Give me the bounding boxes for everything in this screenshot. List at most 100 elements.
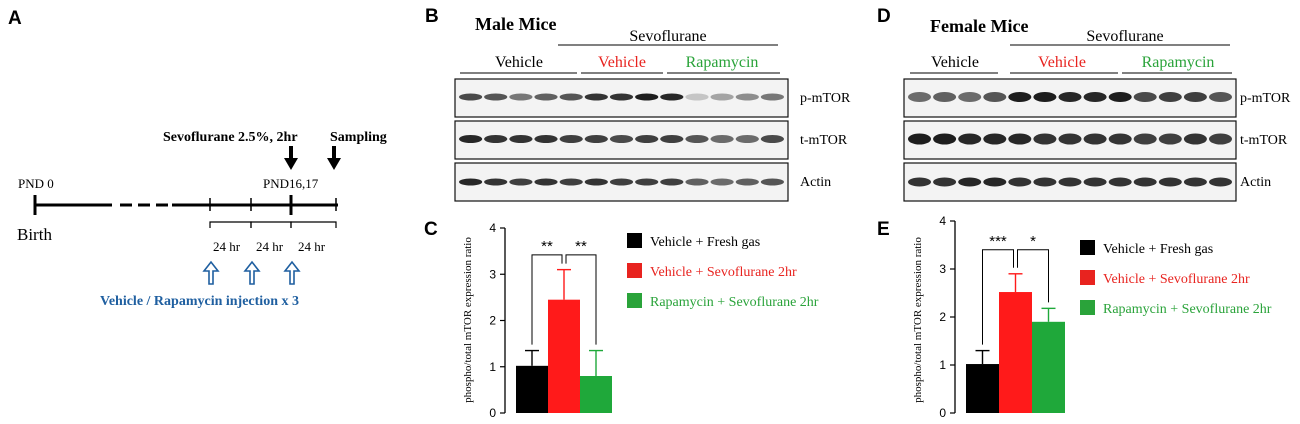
panel-letter-b: B: [425, 6, 439, 27]
blot-band: [735, 135, 759, 143]
blot-band: [958, 133, 982, 145]
chart-e-ylabel: phospho/total mTOR expression ratio: [912, 237, 924, 403]
blot-band: [660, 93, 684, 101]
legend-label-rapamycin-sevoflurane: Rapamycin + Sevoflurane 2hr: [650, 295, 819, 310]
blot-band: [1209, 133, 1232, 145]
timeline-line: [33, 195, 338, 215]
blot-band: [1183, 177, 1207, 187]
blot-band: [760, 178, 785, 186]
blot-band: [1008, 92, 1032, 102]
y-tick-label: 4: [489, 221, 496, 235]
blot-band: [1058, 92, 1082, 102]
legend-label-vehicle-sevoflurane: Vehicle + Sevoflurane 2hr: [1103, 272, 1250, 287]
chart-c-ylabel: phospho/total mTOR expression ratio: [462, 237, 474, 403]
blot-male-row-p-mtor: p-mTOR: [800, 91, 851, 106]
bar: [999, 292, 1032, 413]
panel-letter-d: D: [877, 6, 891, 27]
blot-band: [1083, 133, 1107, 145]
blot-band: [1133, 92, 1157, 102]
blot-band: [1209, 92, 1232, 102]
legend-swatch-vehicle-fresh-gas: [1080, 240, 1095, 255]
blot-band: [1158, 92, 1182, 102]
legend-swatch-rapamycin-sevoflurane: [627, 293, 642, 308]
panel-a-timeline: A Sevoflurane 2.5%, 2hr Sampling PND 0 P…: [8, 8, 387, 309]
blot-band: [1183, 133, 1207, 145]
blot-band: [1033, 133, 1057, 145]
blot-band: [1033, 92, 1057, 102]
blot-band: [1183, 92, 1207, 102]
blot-bands-male: [459, 93, 785, 186]
blot-male-group-sevo-vehicle: Vehicle: [598, 54, 646, 71]
blot-band: [509, 93, 533, 101]
blot-band: [660, 135, 684, 143]
treatment-arrow: [284, 146, 298, 170]
legend-label-vehicle-fresh-gas: Vehicle + Fresh gas: [650, 235, 760, 250]
bar: [966, 364, 999, 413]
blot-band: [635, 135, 659, 143]
interval-label-1: 24 hr: [213, 239, 241, 254]
blot-band: [509, 135, 533, 143]
injection-arrow-3: [283, 260, 301, 285]
significance-bracket: [531, 254, 563, 345]
blot-band: [484, 178, 508, 186]
blot-female-group-sevo-vehicle: Vehicle: [1038, 54, 1086, 71]
blot-band: [710, 135, 734, 143]
blot-band: [710, 178, 734, 186]
y-tick-label: 2: [939, 310, 946, 324]
blot-band: [983, 177, 1007, 187]
blot-band: [459, 135, 483, 143]
blot-male-row-t-mtor: t-mTOR: [800, 133, 848, 148]
bar: [516, 365, 548, 413]
sampling-label: Sampling: [330, 130, 387, 145]
significance-bracket: [565, 254, 597, 345]
panel-e-chart: E phospho/total mTOR expression ratio 0 1…: [877, 214, 1065, 420]
blot-band: [933, 177, 957, 187]
y-tick-label: 1: [939, 358, 946, 372]
blot-band: [1083, 177, 1107, 187]
blot-band: [584, 93, 608, 101]
blot-band: [534, 135, 558, 143]
significance-marker: ***: [989, 233, 1007, 250]
interval-brackets: [209, 221, 337, 228]
panel-letter-c: C: [424, 219, 438, 240]
blot-female-group-rapamycin: Rapamycin: [1142, 54, 1215, 71]
blot-band: [459, 93, 483, 101]
y-tick-label: 1: [489, 360, 496, 374]
blot-band: [1033, 177, 1057, 187]
blot-band: [660, 178, 684, 186]
blot-band: [958, 177, 982, 187]
interval-label-2: 24 hr: [256, 239, 284, 254]
pnd-end-label: PND16,17: [263, 176, 319, 191]
blot-male-row-actin: Actin: [800, 175, 831, 190]
y-tick-label: 4: [939, 214, 946, 228]
treatment-label: Sevoflurane 2.5%, 2hr: [163, 130, 298, 145]
interval-label-3: 24 hr: [298, 239, 326, 254]
blot-band: [1108, 92, 1132, 102]
legend-swatch-vehicle-fresh-gas: [627, 233, 642, 248]
y-tick-label: 0: [489, 406, 496, 420]
blot-band: [1158, 133, 1182, 145]
blot-female-group-header: Sevoflurane: [1086, 28, 1163, 45]
blot-band: [509, 178, 533, 186]
bar: [548, 299, 580, 413]
blot-band: [760, 93, 785, 101]
legend-label-vehicle-sevoflurane: Vehicle + Sevoflurane 2hr: [650, 265, 797, 280]
blot-band: [1133, 133, 1157, 145]
blot-bands-female: [908, 92, 1232, 187]
blot-band: [1058, 133, 1082, 145]
panel-b-male-blot: B Male Mice Sevoflurane Vehicle Vehicle …: [425, 6, 851, 202]
blot-male-title: Male Mice: [475, 14, 556, 34]
blot-female-row-p-mtor: p-mTOR: [1240, 91, 1291, 106]
significance-marker: **: [541, 238, 553, 255]
blot-band: [484, 93, 508, 101]
blot-band: [534, 93, 558, 101]
bar: [1032, 321, 1065, 413]
blot-band: [983, 133, 1007, 145]
panel-d-female-blot: D Female Mice Sevoflurane Vehicle Vehicl…: [877, 6, 1291, 202]
blot-band: [484, 135, 508, 143]
blot-band: [1008, 177, 1032, 187]
blot-band: [1058, 177, 1082, 187]
legend-label-rapamycin-sevoflurane: Rapamycin + Sevoflurane 2hr: [1103, 302, 1272, 317]
blot-female-group-vehicle: Vehicle: [931, 54, 979, 71]
